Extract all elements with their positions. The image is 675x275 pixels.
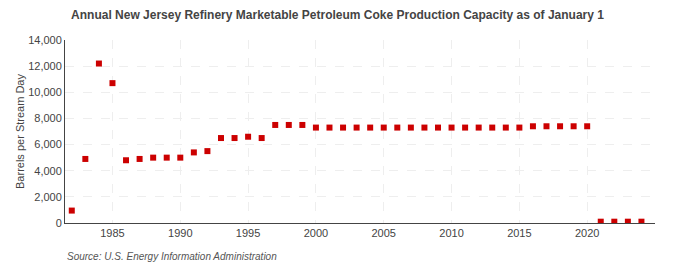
svg-text:Annual New Jersey Refinery Mar: Annual New Jersey Refinery Marketable Pe… bbox=[71, 8, 604, 22]
svg-text:1985: 1985 bbox=[100, 227, 124, 239]
svg-text:2005: 2005 bbox=[371, 227, 395, 239]
svg-text:2000: 2000 bbox=[304, 227, 328, 239]
svg-text:12,000: 12,000 bbox=[28, 60, 62, 72]
svg-text:10,000: 10,000 bbox=[28, 86, 62, 98]
svg-text:1990: 1990 bbox=[168, 227, 192, 239]
svg-text:Source: U.S. Energy Informatio: Source: U.S. Energy Information Administ… bbox=[67, 251, 277, 262]
svg-text:0: 0 bbox=[56, 217, 62, 229]
svg-text:2015: 2015 bbox=[507, 227, 531, 239]
svg-text:1995: 1995 bbox=[236, 227, 260, 239]
svg-text:2,000: 2,000 bbox=[34, 191, 62, 203]
svg-text:8,000: 8,000 bbox=[34, 112, 62, 124]
svg-text:2020: 2020 bbox=[575, 227, 599, 239]
svg-text:4,000: 4,000 bbox=[34, 165, 62, 177]
svg-text:Barrels per Stream Day: Barrels per Stream Day bbox=[14, 74, 26, 189]
svg-text:6,000: 6,000 bbox=[34, 138, 62, 150]
svg-text:2010: 2010 bbox=[439, 227, 463, 239]
svg-text:14,000: 14,000 bbox=[28, 34, 62, 46]
